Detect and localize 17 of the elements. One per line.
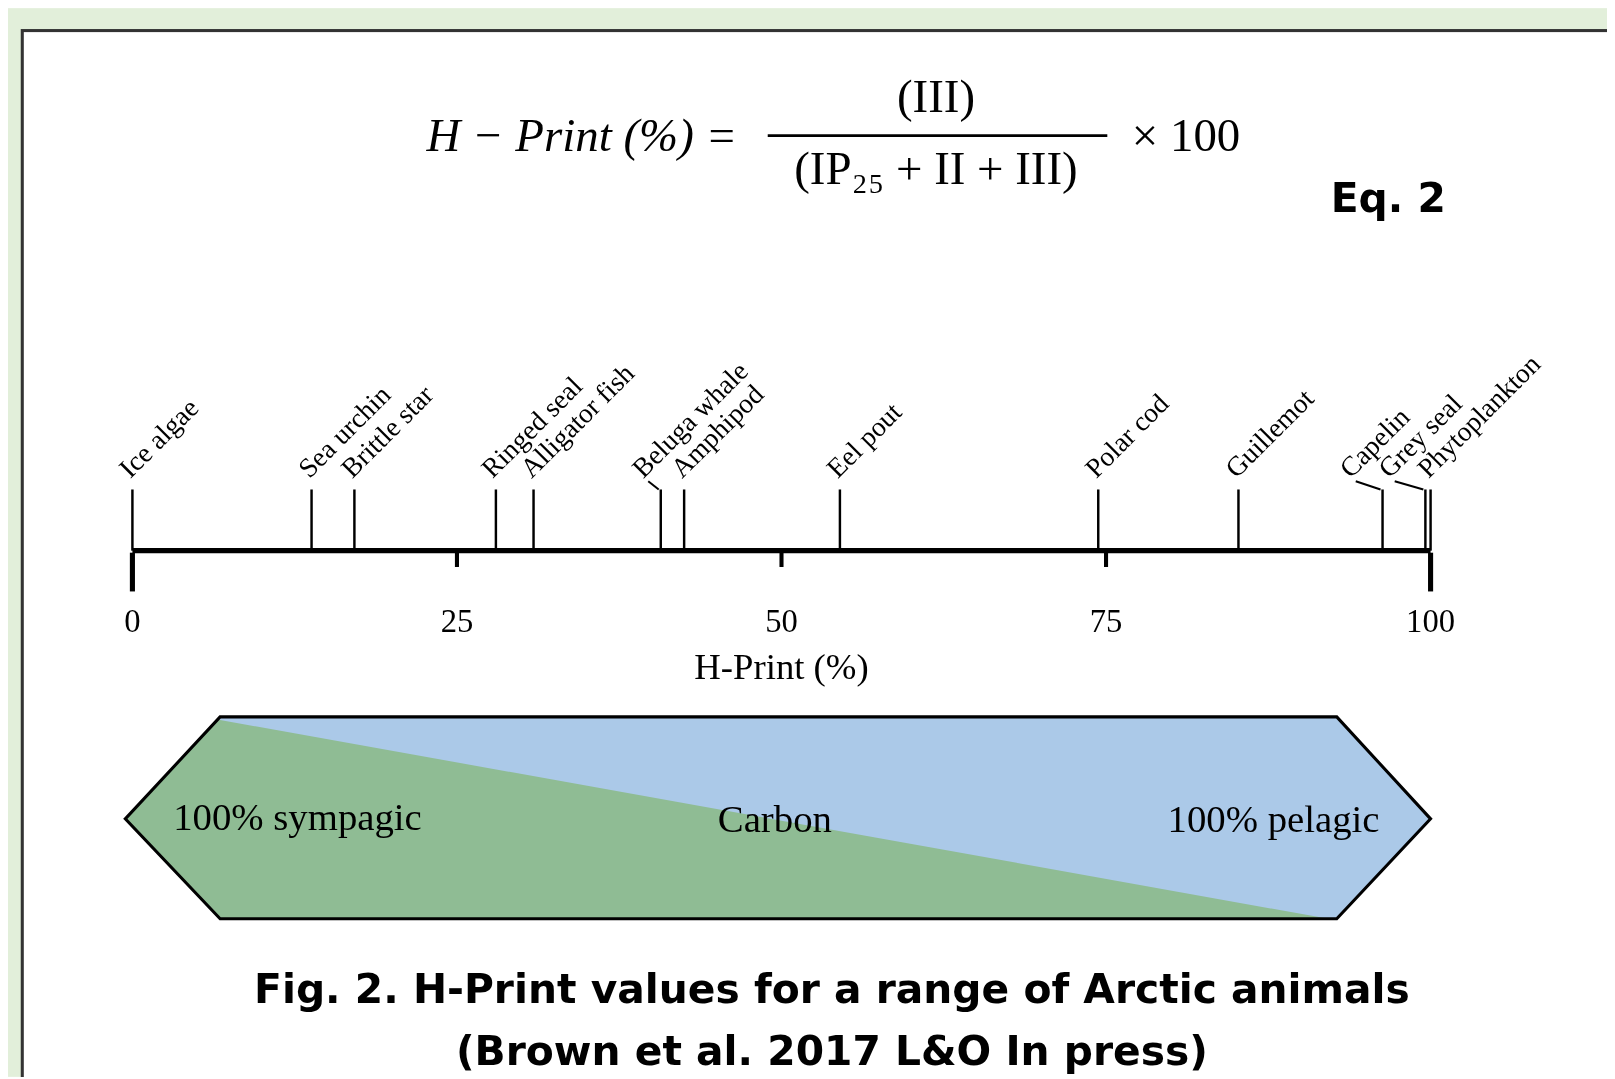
text: × 100 — [1131, 108, 1241, 161]
x-tick-label: 25 — [440, 603, 474, 640]
text: 100% pelagic — [1167, 797, 1380, 841]
x-axis-title: H-Print (%) — [694, 646, 869, 688]
text: (Brown et al. 2017 L&O In press) — [455, 1026, 1208, 1075]
text: (IP₂₅ + II + III) — [794, 141, 1078, 194]
x-tick-label: 50 — [765, 603, 798, 640]
text: 100% sympagic — [173, 795, 422, 839]
text: Ice algae — [112, 391, 205, 484]
x-tick-label: 100 — [1406, 603, 1456, 640]
text: H − Print (%) = — [425, 108, 738, 161]
x-tick-label: 0 — [124, 603, 141, 640]
text: Eq. 2 — [1330, 174, 1446, 223]
text: Carbon — [717, 797, 832, 841]
text: Fig. 2. H-Print values for a range of Arctic animals — [254, 965, 1410, 1014]
x-tick-label: 75 — [1089, 603, 1123, 640]
text: (III) — [896, 70, 976, 123]
